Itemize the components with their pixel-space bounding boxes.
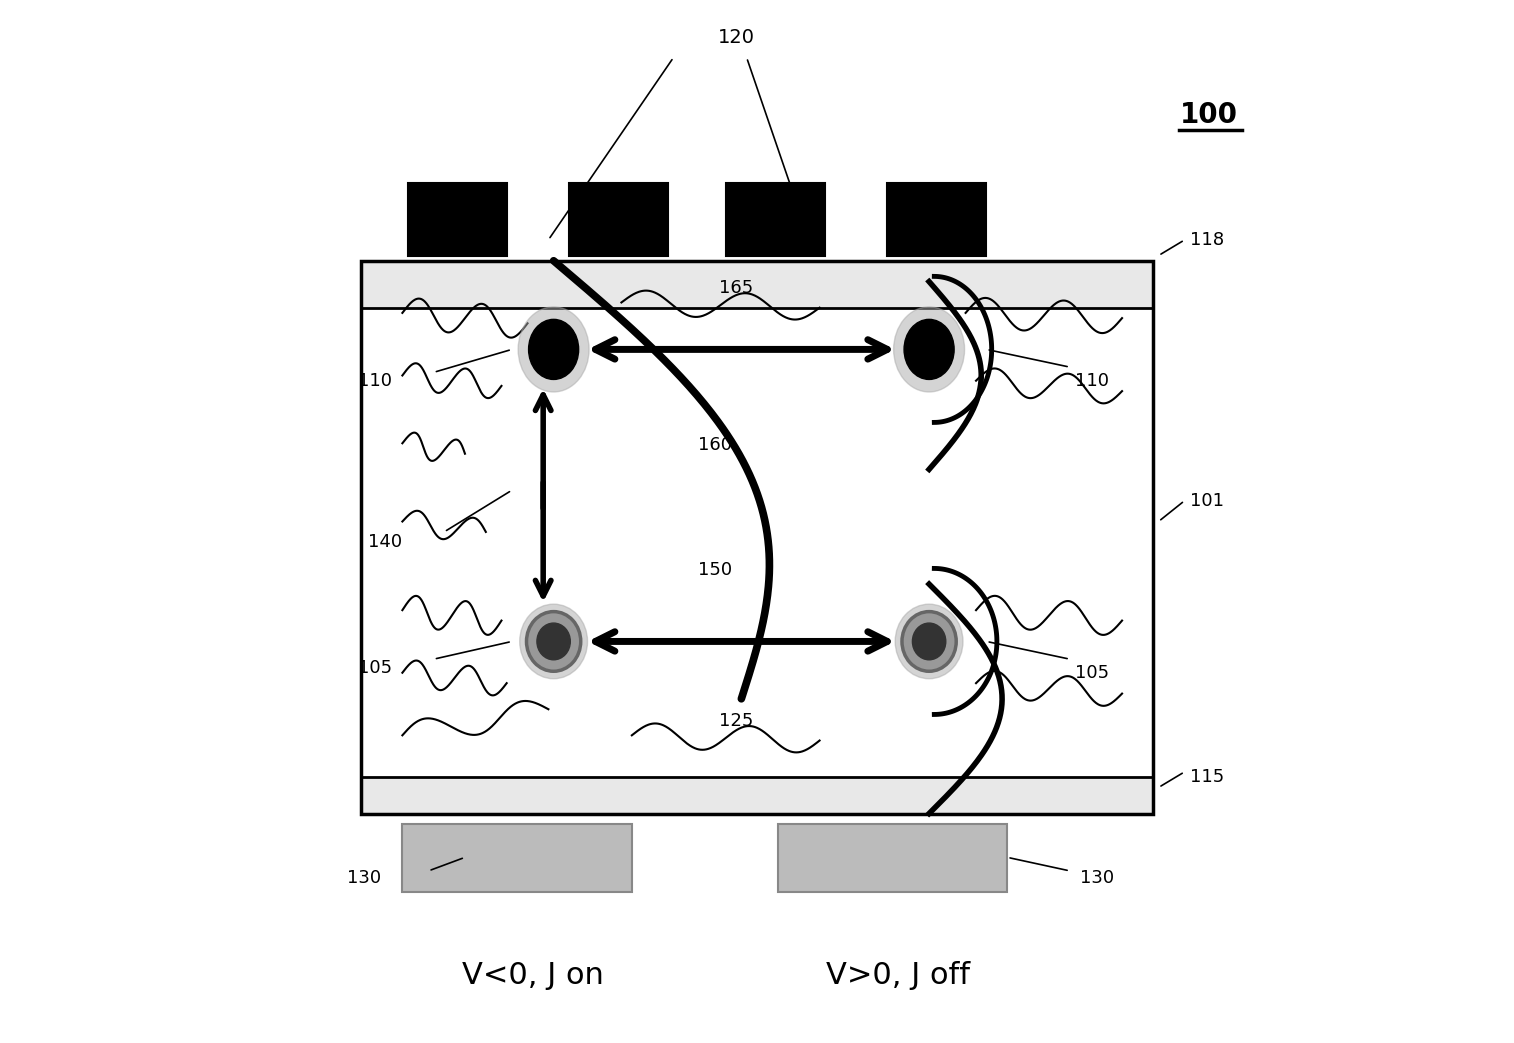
Bar [403,824,631,892]
Ellipse shape [913,623,946,660]
Text: 140: 140 [368,533,403,552]
Ellipse shape [537,623,571,660]
Text: 105: 105 [357,658,392,677]
Text: 160: 160 [698,436,733,454]
Text: 110: 110 [1075,371,1110,390]
Ellipse shape [528,319,578,380]
Text: 100: 100 [1179,101,1237,128]
Text: 130: 130 [1081,869,1114,888]
Bar [887,183,987,256]
Ellipse shape [893,307,964,392]
Text: 130: 130 [347,869,382,888]
Ellipse shape [527,611,581,672]
Ellipse shape [902,611,957,672]
Text: 115: 115 [1190,768,1225,786]
Text: 150: 150 [698,561,733,579]
Text: 105: 105 [1075,663,1110,682]
Ellipse shape [519,604,587,679]
Text: V<0, J on: V<0, J on [462,961,604,990]
Bar [725,183,825,256]
Text: V>0, J off: V>0, J off [825,961,970,990]
Ellipse shape [895,604,963,679]
Text: 120: 120 [718,28,754,47]
Bar [360,261,1154,814]
Bar [778,824,1007,892]
Bar [360,261,1154,308]
Bar [360,261,1154,814]
Bar [407,183,507,256]
Bar [360,777,1154,814]
Text: 125: 125 [719,712,754,730]
Bar [569,183,668,256]
Ellipse shape [518,307,589,392]
Ellipse shape [904,319,954,380]
Text: 165: 165 [719,280,754,297]
Text: 118: 118 [1190,231,1223,249]
Text: 110: 110 [357,371,392,390]
Text: 101: 101 [1190,491,1223,510]
